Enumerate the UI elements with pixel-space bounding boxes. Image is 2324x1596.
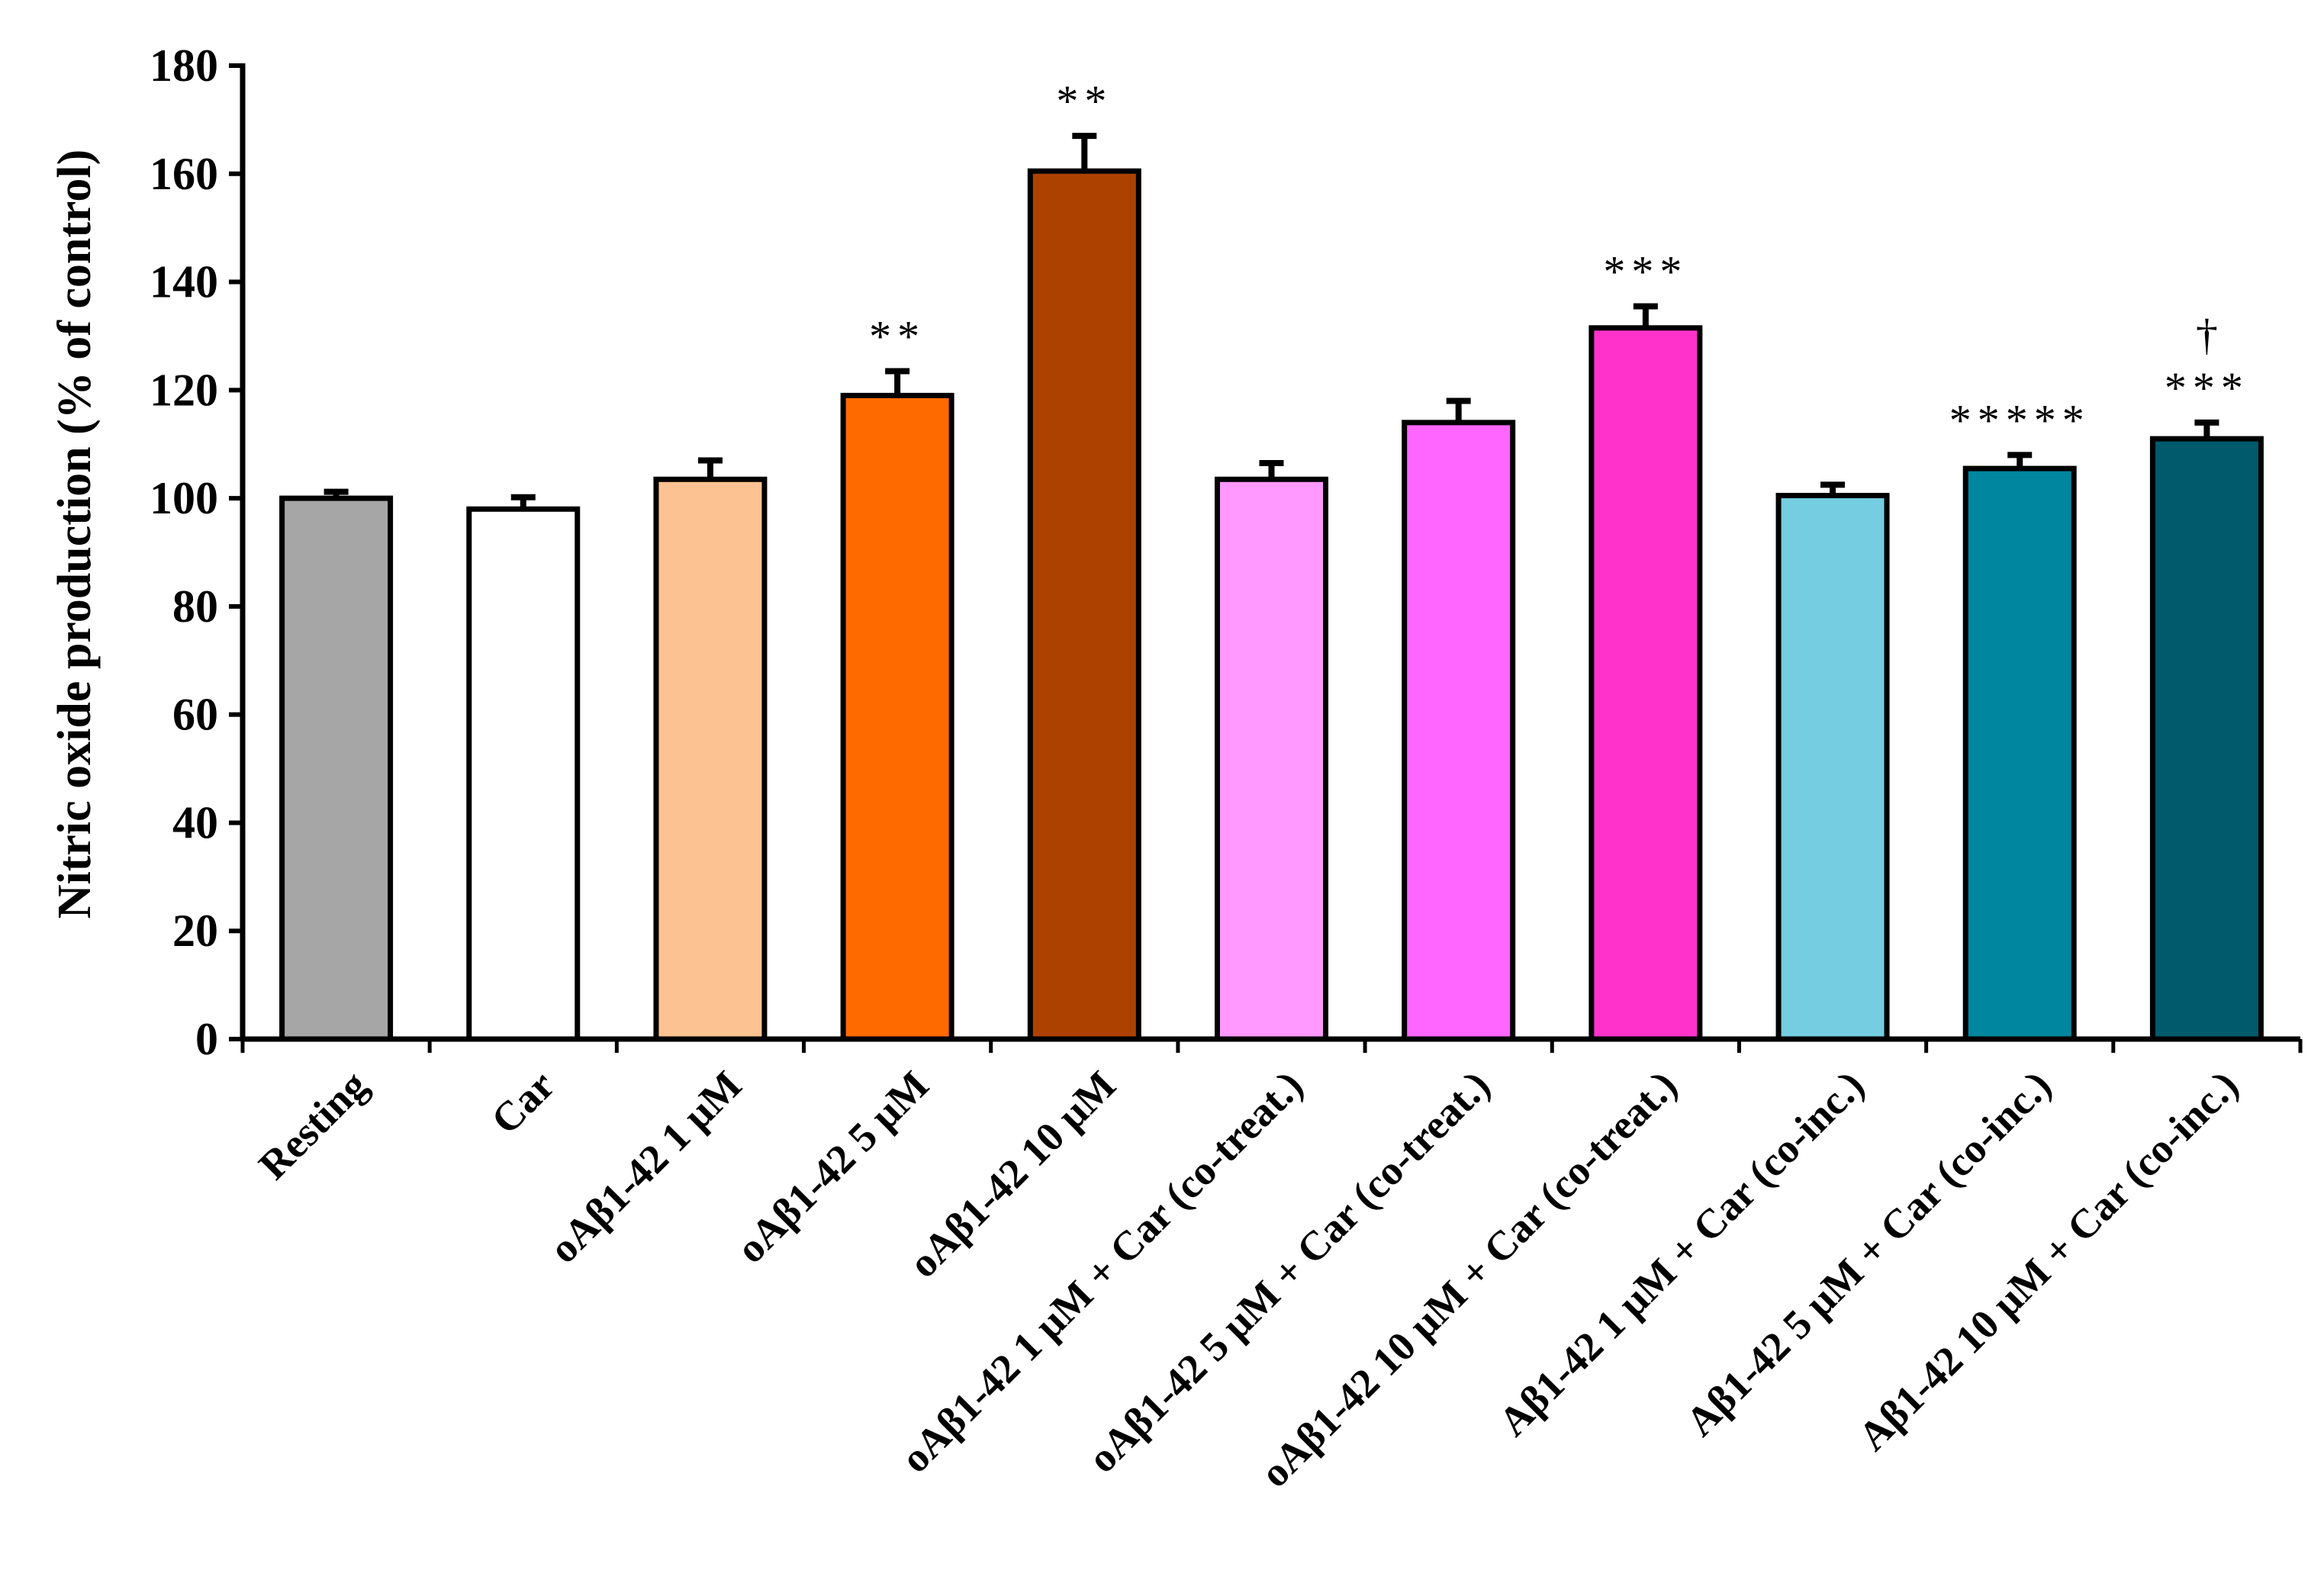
bar bbox=[1027, 168, 1141, 1042]
x-category-label: oAβ1-42 5 μM + Car (co-treat.) bbox=[1079, 1062, 1498, 1482]
bar bbox=[653, 476, 768, 1042]
bar bbox=[1588, 325, 1703, 1042]
bar bbox=[1215, 476, 1328, 1042]
bar bbox=[1962, 465, 2077, 1042]
y-axis-ticks: 0 20 40 60 80 100 120 140 160 180 bbox=[150, 40, 243, 1064]
significance-marker: ***** bbox=[1949, 395, 2091, 445]
y-tick-label: 0 bbox=[195, 1014, 218, 1064]
x-category-label: oAβ1-42 5 μM bbox=[728, 1062, 938, 1272]
x-category-label: oAβ1-42 10 μM + Car (co-treat.) bbox=[1251, 1062, 1685, 1496]
y-tick-label: 140 bbox=[150, 257, 218, 307]
bar bbox=[1402, 420, 1516, 1042]
x-category-label: Aβ1-42 5 μM + Car (co-inc.) bbox=[1677, 1062, 2060, 1445]
x-category-label: Aβ1-42 1 μM + Car (co-inc.) bbox=[1490, 1062, 1873, 1445]
error-bars bbox=[323, 133, 2219, 510]
y-tick-label: 100 bbox=[150, 473, 218, 523]
dagger-marker: † bbox=[2196, 310, 2218, 359]
y-tick-label: 60 bbox=[172, 690, 218, 740]
bar bbox=[279, 495, 394, 1042]
bar bbox=[1775, 493, 1890, 1042]
bar bbox=[840, 392, 954, 1042]
x-category-label: Aβ1-42 10 μM + Car (co-inc.) bbox=[1849, 1062, 2247, 1459]
y-tick-label: 180 bbox=[150, 40, 218, 91]
bars bbox=[279, 168, 2264, 1042]
bar bbox=[466, 506, 581, 1042]
axes bbox=[240, 63, 2303, 1053]
y-tick-label: 20 bbox=[172, 906, 218, 956]
significance-annotations: ***************† bbox=[869, 76, 2249, 445]
bar bbox=[2149, 436, 2264, 1042]
x-category-label: oAβ1-42 1 μM + Car (co-treat.) bbox=[892, 1062, 1312, 1482]
significance-marker: *** bbox=[2165, 363, 2249, 413]
y-tick-label: 80 bbox=[172, 581, 218, 632]
significance-marker: ** bbox=[869, 312, 925, 362]
x-category-label: Resting bbox=[250, 1062, 376, 1188]
y-axis-title: Nitric oxide production (% of control) bbox=[49, 150, 101, 919]
significance-marker: *** bbox=[1603, 246, 1688, 296]
significance-marker: ** bbox=[1056, 76, 1112, 126]
x-category-label: Car bbox=[482, 1062, 563, 1143]
y-tick-label: 120 bbox=[150, 365, 218, 415]
y-axis-label: Nitric oxide production (% of control) bbox=[49, 150, 101, 919]
y-tick-label: 160 bbox=[150, 149, 218, 199]
x-category-label: oAβ1-42 1 μM bbox=[540, 1062, 750, 1272]
y-tick-label: 40 bbox=[172, 797, 218, 848]
